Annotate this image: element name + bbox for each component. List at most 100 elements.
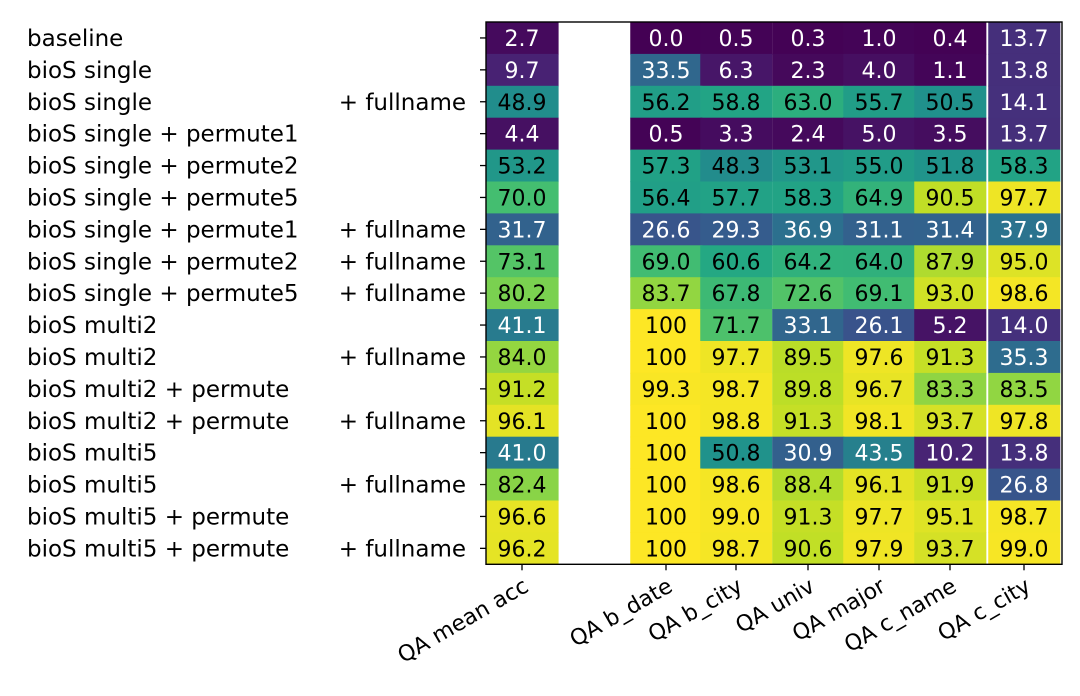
heatmap-cell-value: 51.8 [926, 155, 975, 180]
heatmap-cell [486, 53, 559, 87]
heatmap-cell [843, 117, 916, 151]
heatmap-cell-value: 64.9 [855, 186, 904, 211]
heatmap-cell-value: 89.8 [784, 378, 833, 403]
heatmap-cell-value: 97.7 [855, 505, 904, 530]
heatmap-cell-value: 89.5 [784, 346, 833, 371]
heatmap-cell-value: 13.7 [1000, 27, 1049, 52]
heatmap-cell-value: 70.0 [498, 186, 547, 211]
heatmap-cell [630, 277, 703, 310]
heatmap-cell [988, 85, 1061, 119]
heatmap-cell [700, 341, 773, 374]
heatmap-cell [988, 277, 1061, 310]
heatmap-cell-value: 26.6 [642, 218, 691, 243]
heatmap-cell-value: 82.4 [498, 474, 547, 499]
heatmap-cell [772, 277, 845, 310]
heatmap-cell [988, 213, 1061, 246]
heatmap-cell-value: 91.3 [926, 346, 975, 371]
heatmap-cell [486, 181, 559, 214]
heatmap-cell [772, 372, 845, 406]
heatmap-cell [630, 149, 703, 183]
heatmap-cell [700, 181, 773, 214]
row-label: bioS single + permute2 [27, 249, 299, 275]
row-label-suffix: + fullname [339, 217, 466, 243]
heatmap-cell [988, 22, 1061, 55]
heatmap-cell-value: 4.0 [862, 59, 897, 84]
row-label: bioS multi5 [27, 441, 157, 467]
column-label: QA mean acc [394, 574, 533, 669]
heatmap-cell [914, 309, 987, 342]
heatmap-cell [630, 341, 703, 374]
heatmap-cell-value: 99.3 [642, 378, 691, 403]
row-label: bioS multi5 + permute [27, 536, 289, 562]
heatmap-cell [843, 53, 916, 87]
row-label: bioS single + permute5 [27, 281, 299, 307]
row-label: bioS single + permute1 [27, 122, 299, 148]
heatmap-cell-value: 72.6 [784, 282, 833, 307]
row-label: bioS single [27, 90, 152, 116]
heatmap-cell-value: 80.2 [498, 282, 547, 307]
heatmap-cell [914, 53, 987, 87]
heatmap-cell-value: 31.4 [926, 218, 975, 243]
heatmap-cell [700, 85, 773, 119]
heatmap-cell [700, 213, 773, 246]
heatmap-cell [988, 500, 1061, 533]
heatmap-cell [700, 149, 773, 183]
heatmap-cell [843, 277, 916, 310]
heatmap-cell [772, 181, 845, 214]
heatmap-cell [843, 22, 916, 55]
heatmap-cell [772, 213, 845, 246]
heatmap-cell-value: 33.1 [784, 314, 833, 339]
heatmap-cell [914, 149, 987, 183]
heatmap-cell-value: 96.1 [855, 474, 904, 499]
row-label-suffix: + fullname [339, 345, 466, 371]
heatmap-cell-value: 50.8 [712, 442, 761, 467]
heatmap-cell [914, 117, 987, 151]
heatmap-cell-value: 69.0 [642, 250, 691, 275]
row-label-suffix: + fullname [339, 536, 466, 562]
heatmap-cell-value: 31.1 [855, 218, 904, 243]
heatmap-cell-value: 98.7 [1000, 505, 1049, 530]
heatmap-cell [630, 85, 703, 119]
heatmap-cell [486, 245, 559, 278]
heatmap-cell [988, 436, 1061, 470]
heatmap-cell [630, 213, 703, 246]
heatmap-cell-value: 96.6 [498, 505, 547, 530]
heatmap-cell [843, 500, 916, 533]
heatmap-cell-value: 0.0 [649, 27, 684, 52]
heatmap-cell [914, 404, 987, 438]
heatmap-cell-value: 71.7 [712, 314, 761, 339]
heatmap-cell [914, 22, 987, 55]
heatmap-cell [988, 149, 1061, 183]
heatmap-cell [486, 117, 559, 151]
heatmap-cell [700, 277, 773, 310]
heatmap-cell [843, 532, 916, 565]
heatmap-cell-value: 13.8 [1000, 442, 1049, 467]
heatmap-cell-value: 64.2 [784, 250, 833, 275]
heatmap-cell [486, 404, 559, 438]
heatmap-cell [700, 245, 773, 278]
heatmap-cell [772, 245, 845, 278]
heatmap-cell-value: 48.3 [712, 155, 761, 180]
heatmap-cell [486, 341, 559, 374]
heatmap-cell-value: 37.9 [1000, 218, 1049, 243]
heatmap-cell-value: 100 [645, 537, 687, 562]
heatmap-cell-value: 88.4 [784, 474, 833, 499]
row-label: bioS single [27, 58, 152, 84]
heatmap-cell [700, 372, 773, 406]
heatmap-cell-values: 2.7 0.0 0.5 0.3 1.0 0.4 13.7 9.7 33.5 6.3 2.3 4.0 1.… [498, 27, 1049, 562]
heatmap-cell [772, 117, 845, 151]
heatmap-cell [988, 532, 1061, 565]
heatmap-cell [630, 53, 703, 87]
heatmap-cell-value: 0.5 [649, 123, 684, 148]
heatmap-cell [630, 468, 703, 502]
heatmap-cell-value: 93.7 [926, 537, 975, 562]
row-label: bioS multi2 [27, 313, 157, 339]
heatmap-cell-value: 100 [645, 314, 687, 339]
row-labels: baseline bioS single bioS single + fullname… [27, 26, 486, 562]
heatmap-cell [843, 245, 916, 278]
heatmap-cell [772, 53, 845, 87]
heatmap-cell [988, 245, 1061, 278]
heatmap-cell-value: 90.5 [926, 186, 975, 211]
heatmap-cell-value: 5.0 [862, 123, 897, 148]
heatmap-cell-value: 58.3 [784, 186, 833, 211]
